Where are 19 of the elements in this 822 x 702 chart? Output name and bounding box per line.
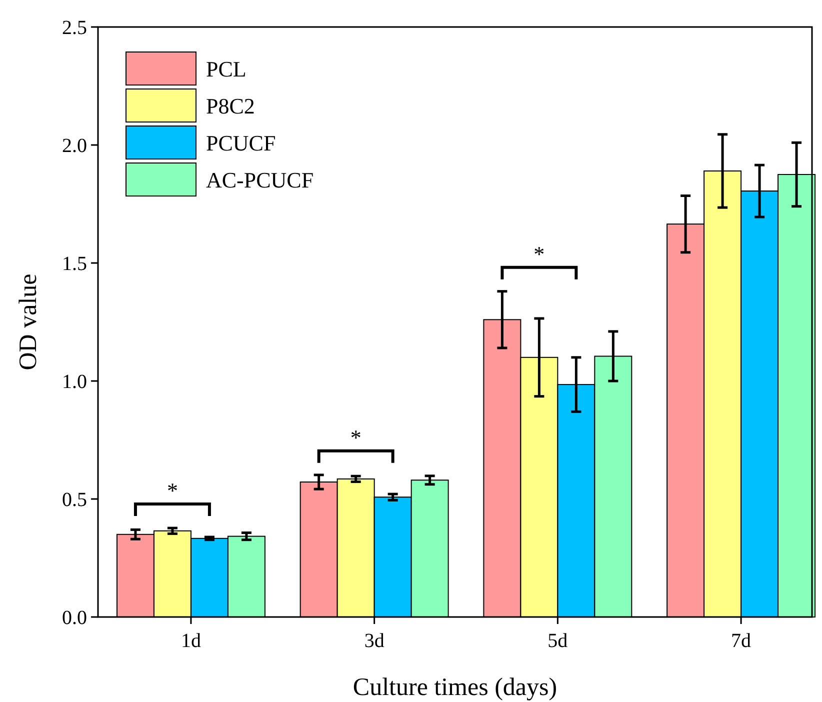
legend-label: PCUCF	[206, 130, 276, 156]
legend-label: PCL	[206, 56, 246, 82]
legend-label: AC-PCUCF	[206, 168, 314, 193]
y-tick-label: 0.5	[62, 489, 87, 511]
x-axis-title: Culture times (days)	[352, 674, 558, 701]
y-tick-label: 1.5	[62, 253, 87, 275]
y-tick-label: 1.0	[62, 371, 87, 393]
x-tick-label: 3d	[364, 630, 384, 652]
x-tick-label: 1d	[180, 630, 201, 652]
annotation: *	[534, 241, 545, 266]
x-tick-label: 5d	[548, 630, 568, 652]
legend-label: P8C2	[206, 94, 255, 119]
annotation: *	[350, 424, 362, 450]
y-tick-label: 0.0	[62, 607, 87, 629]
y-tick-label: 2.5	[62, 17, 87, 39]
annotation: *	[166, 478, 178, 504]
y-axis-title: OD value	[15, 274, 42, 370]
x-tick-label: 7d	[731, 630, 752, 652]
y-tick-label: 2.0	[62, 135, 87, 157]
